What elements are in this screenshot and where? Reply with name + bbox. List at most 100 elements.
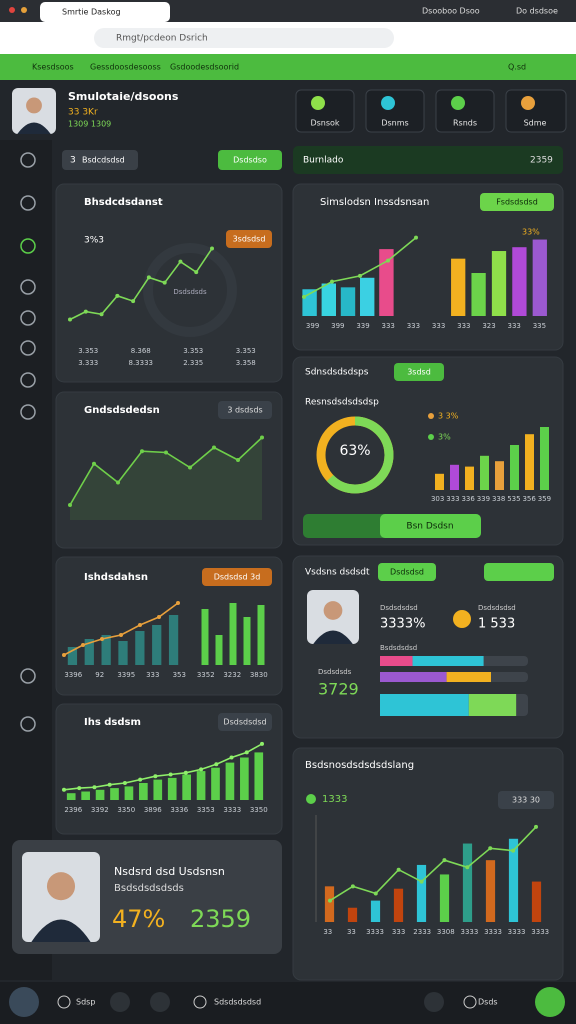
bottom-icon[interactable] xyxy=(424,992,444,1012)
bar xyxy=(215,635,223,665)
quick-icon xyxy=(381,96,395,110)
avatar-suit xyxy=(17,122,51,134)
tab[interactable] xyxy=(40,2,170,22)
sidebar-icon[interactable] xyxy=(20,668,36,684)
period-bar[interactable] xyxy=(293,146,563,174)
quick-card[interactable] xyxy=(365,89,425,133)
sidebar-icon[interactable] xyxy=(20,340,36,356)
axis-label: 535 xyxy=(507,495,520,503)
axis-label: 333 xyxy=(146,671,159,679)
bar xyxy=(168,615,179,665)
stat-value: 3333% xyxy=(380,617,425,632)
badge[interactable] xyxy=(218,713,272,731)
point xyxy=(164,450,168,455)
axis-label: 399 xyxy=(306,322,319,330)
bar xyxy=(152,625,162,665)
center-label: Dsdsdsds xyxy=(173,288,207,296)
sidebar-icon[interactable] xyxy=(20,279,36,295)
quick-card[interactable] xyxy=(505,89,567,133)
point xyxy=(62,653,66,657)
panel-value: 3%3 xyxy=(84,236,104,246)
quick-card[interactable] xyxy=(295,89,355,133)
point xyxy=(100,637,104,641)
axis-label: 8.3333 xyxy=(129,359,154,367)
quick-label: Rsnds xyxy=(453,119,477,128)
badge[interactable] xyxy=(498,791,554,809)
point xyxy=(328,898,332,903)
sidebar-icon[interactable] xyxy=(20,152,36,168)
axis-label: 2396 xyxy=(64,806,82,814)
sidebar-icon[interactable] xyxy=(20,716,36,732)
badge[interactable] xyxy=(202,568,272,586)
home-button[interactable] xyxy=(9,987,39,1017)
bar xyxy=(370,900,381,922)
axis-label: 3308 xyxy=(437,928,455,936)
axis-label: 338 xyxy=(492,495,505,503)
panel-title: Sdnsdsdsdsps xyxy=(305,368,369,378)
point xyxy=(68,503,72,507)
badge[interactable] xyxy=(226,230,272,248)
badge[interactable] xyxy=(378,563,436,581)
point xyxy=(373,891,378,896)
url-field[interactable] xyxy=(94,28,394,48)
panel xyxy=(292,747,564,981)
sidebar-icon[interactable] xyxy=(20,404,36,420)
point xyxy=(260,741,264,746)
bottom-icon[interactable] xyxy=(150,992,170,1012)
badge[interactable] xyxy=(218,401,272,419)
quick-label: Dsnms xyxy=(381,119,408,128)
point xyxy=(140,449,144,454)
url-text: Rmgt/pcdeon Dsrich xyxy=(116,34,208,44)
point xyxy=(414,235,418,240)
sidebar-icon[interactable] xyxy=(20,372,36,388)
badge-text: 333 30 xyxy=(512,796,540,805)
profile-name: Smulotaie/dsoons xyxy=(68,90,179,103)
bar xyxy=(360,277,375,316)
stat-label: Dsdsdsdsd xyxy=(380,604,418,612)
bottom-icon[interactable] xyxy=(463,995,477,1009)
point xyxy=(229,755,234,760)
point xyxy=(116,480,120,485)
axis-label: 303 xyxy=(431,495,444,503)
axis-label: 3.353 xyxy=(183,347,203,355)
badge-text: Fsdsdsdsd xyxy=(496,198,538,207)
bottom-icon[interactable] xyxy=(57,995,71,1009)
bar xyxy=(532,239,547,316)
bar xyxy=(196,771,206,800)
bottom-bar xyxy=(0,982,576,1024)
button[interactable] xyxy=(218,150,282,170)
bottom-icon[interactable] xyxy=(193,995,207,1009)
nav-bar xyxy=(0,54,576,80)
bar xyxy=(211,767,220,800)
select[interactable] xyxy=(62,150,138,170)
sidebar-icon[interactable] xyxy=(20,238,36,254)
legend-dot xyxy=(428,434,434,440)
axis-label: 3.358 xyxy=(236,359,256,367)
avatar-head xyxy=(323,601,343,620)
axis-label: 3336 xyxy=(170,806,188,814)
bar xyxy=(225,762,235,800)
legend-dot xyxy=(428,413,434,419)
nav-item: Gessdoosdesooss xyxy=(90,63,161,72)
window-dot xyxy=(9,7,15,13)
toggle[interactable] xyxy=(484,563,554,581)
point xyxy=(138,777,143,782)
point xyxy=(188,465,192,470)
sidebar-icon[interactable] xyxy=(20,310,36,326)
axis-label: 3350 xyxy=(250,806,268,814)
action-button[interactable] xyxy=(380,514,481,538)
select-count: 3 xyxy=(70,156,76,166)
fab[interactable] xyxy=(535,987,565,1017)
sidebar-icon[interactable] xyxy=(20,195,36,211)
bar xyxy=(435,473,444,490)
point xyxy=(138,623,142,627)
note: 33% xyxy=(522,228,540,237)
stat-label: Dsdsdsdsd xyxy=(478,604,516,612)
badge[interactable] xyxy=(480,193,554,211)
axis-label: 333 xyxy=(407,322,420,330)
point xyxy=(168,772,173,777)
bottom-icon[interactable] xyxy=(110,992,130,1012)
quick-card[interactable] xyxy=(435,89,495,133)
badge[interactable] xyxy=(394,363,444,381)
value-icon xyxy=(306,794,316,804)
